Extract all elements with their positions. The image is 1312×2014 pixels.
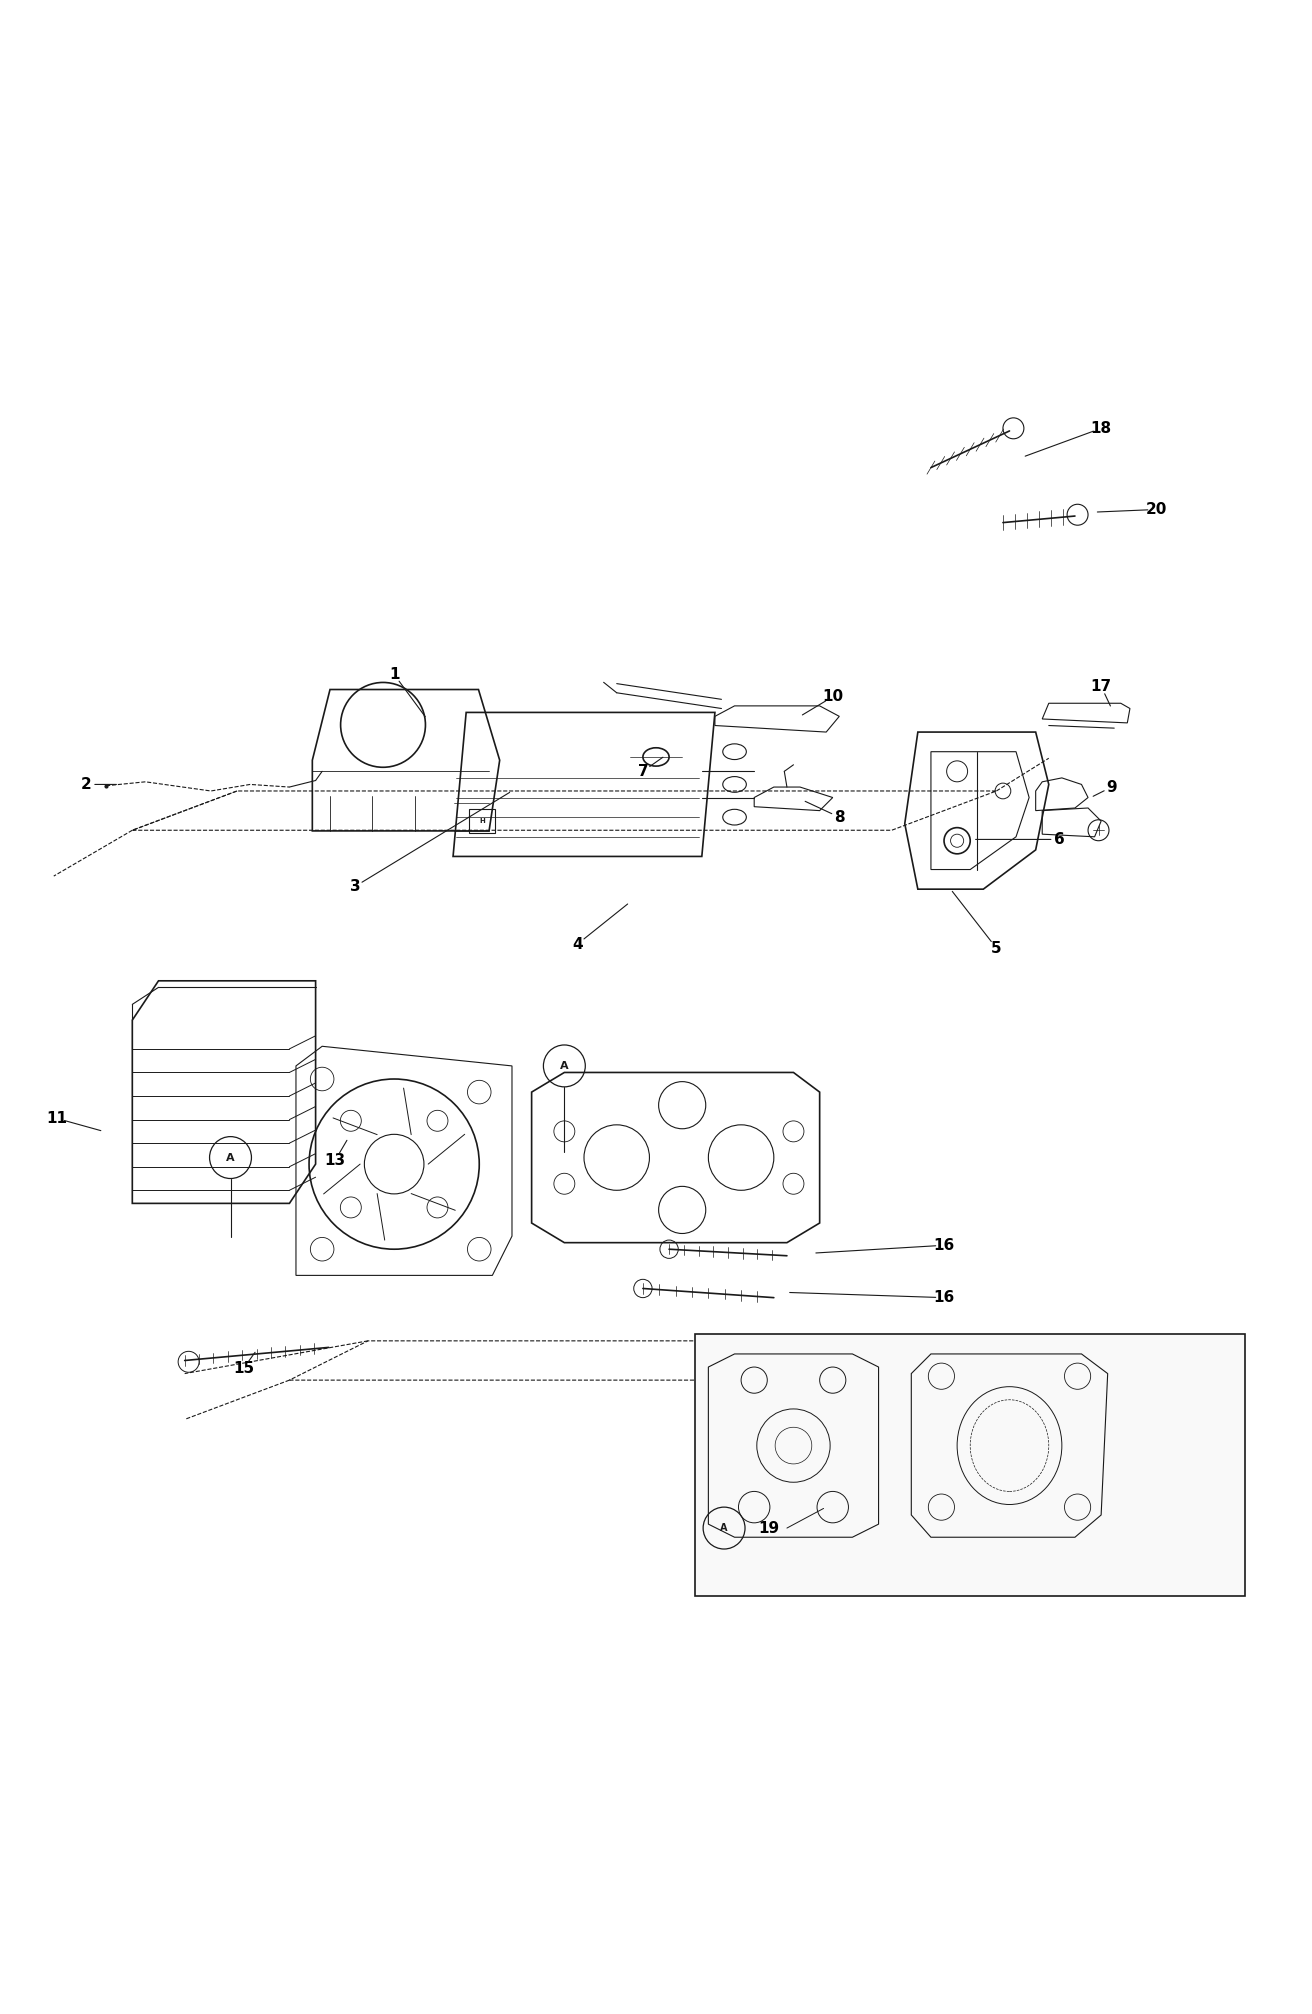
Text: 5: 5 (991, 941, 1001, 955)
Text: A: A (560, 1061, 568, 1071)
Text: 9: 9 (1106, 779, 1117, 796)
Text: 7: 7 (638, 763, 648, 779)
Text: 10: 10 (823, 689, 844, 705)
Text: 19: 19 (758, 1521, 779, 1535)
Text: 3: 3 (349, 878, 361, 894)
Text: 20: 20 (1145, 501, 1166, 518)
Text: 1: 1 (388, 667, 399, 683)
Text: A: A (720, 1523, 728, 1533)
Text: A: A (226, 1152, 235, 1162)
Text: 6: 6 (1054, 832, 1064, 848)
Text: 4: 4 (572, 937, 583, 953)
Text: H: H (479, 818, 484, 824)
Text: 16: 16 (933, 1291, 955, 1305)
Bar (468, 810, 495, 834)
Text: 15: 15 (234, 1361, 255, 1376)
Text: 8: 8 (834, 810, 845, 824)
Bar (695, 1335, 1245, 1597)
Text: 11: 11 (46, 1112, 67, 1126)
Text: 16: 16 (933, 1239, 955, 1253)
Text: 17: 17 (1090, 679, 1111, 693)
Text: 2: 2 (81, 777, 92, 792)
Text: 18: 18 (1090, 421, 1111, 435)
Text: 13: 13 (324, 1152, 346, 1168)
